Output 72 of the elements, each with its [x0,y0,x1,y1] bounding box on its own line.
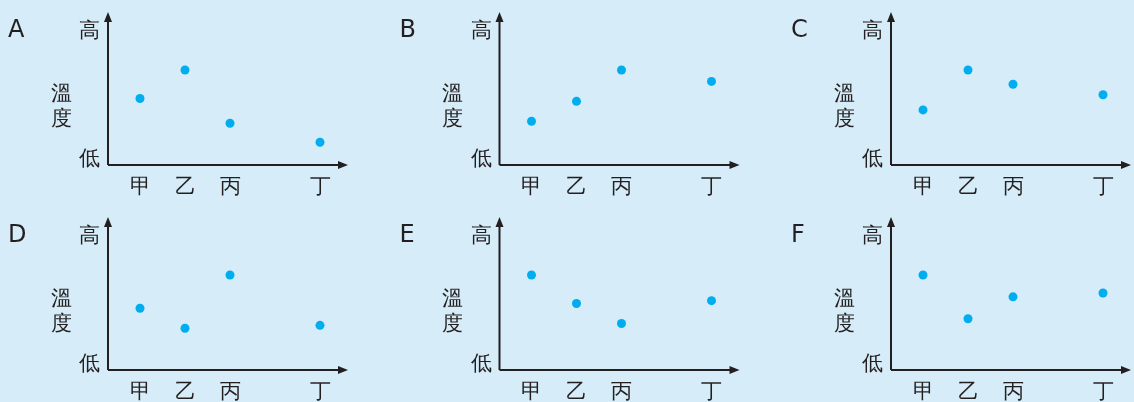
point [527,270,536,280]
x-tick-label: 乙 [957,379,979,402]
point [180,323,190,333]
x-tick-label: 丙 [219,379,241,402]
chart-title: C [791,15,808,43]
x-tick-label: 乙 [174,379,196,402]
point [963,65,973,75]
y-axis-title: 溫度 [50,286,72,335]
point [707,76,716,86]
point [225,270,235,280]
x-tick-label: 丙 [1002,174,1024,198]
text: 高 [470,18,492,42]
x-tick-label: 乙 [957,174,979,198]
text: 低 [862,351,883,375]
point [135,94,145,103]
text: 高 [79,223,100,247]
chart-title: B [399,15,416,43]
text: 低 [79,146,100,170]
point [527,116,536,126]
text: 高 [470,223,492,247]
x-tick-label: 丁 [701,174,722,198]
point [1098,90,1108,100]
x-tick-label: 甲 [521,379,542,402]
y-axis-title: 溫度 [833,81,855,130]
text: 低 [470,146,492,170]
point [572,96,581,106]
text: 低 [79,351,100,375]
point [225,118,235,128]
y-axis-title: 溫度 [442,81,463,130]
x-tick-label: 乙 [566,379,587,402]
x-tick-label: 甲 [912,174,934,198]
point [572,299,581,308]
x-tick-label: 甲 [129,174,151,198]
chart-title: A [8,15,25,43]
point [1008,79,1018,89]
text: 低 [470,351,492,375]
y-axis-title: 溫度 [442,286,463,335]
y-axis-title: 溫度 [50,81,72,130]
point [180,65,190,75]
text: 高 [862,223,883,247]
text: 低 [862,146,883,170]
x-tick-label: 丁 [309,379,331,402]
text: 高 [862,18,883,42]
x-tick-label: 甲 [912,379,934,402]
x-tick-label: 乙 [174,174,196,198]
point [617,318,626,328]
x-tick-label: 丁 [309,174,331,198]
x-tick-label: 丙 [219,174,241,198]
x-tick-label: 丙 [1002,379,1024,402]
chart-title: E [399,220,415,248]
point [918,105,928,115]
point [1098,288,1108,298]
x-tick-label: 丙 [611,379,632,402]
x-tick-label: 甲 [521,174,542,198]
x-tick-label: 丁 [701,379,722,402]
point [918,270,928,280]
point [707,296,716,306]
point [963,314,973,324]
point [315,137,325,147]
point [617,65,626,75]
x-tick-label: 丙 [611,174,632,198]
chart-title: F [791,220,805,248]
point [315,320,325,330]
x-tick-label: 丁 [1092,174,1114,198]
point [1008,292,1018,302]
y-axis-title: 溫度 [833,286,855,335]
point [135,303,145,313]
x-tick-label: 丁 [1092,379,1114,402]
text: 高 [79,18,100,42]
x-tick-label: 乙 [566,174,587,198]
chart-title: D [8,220,27,248]
x-tick-label: 甲 [129,379,151,402]
